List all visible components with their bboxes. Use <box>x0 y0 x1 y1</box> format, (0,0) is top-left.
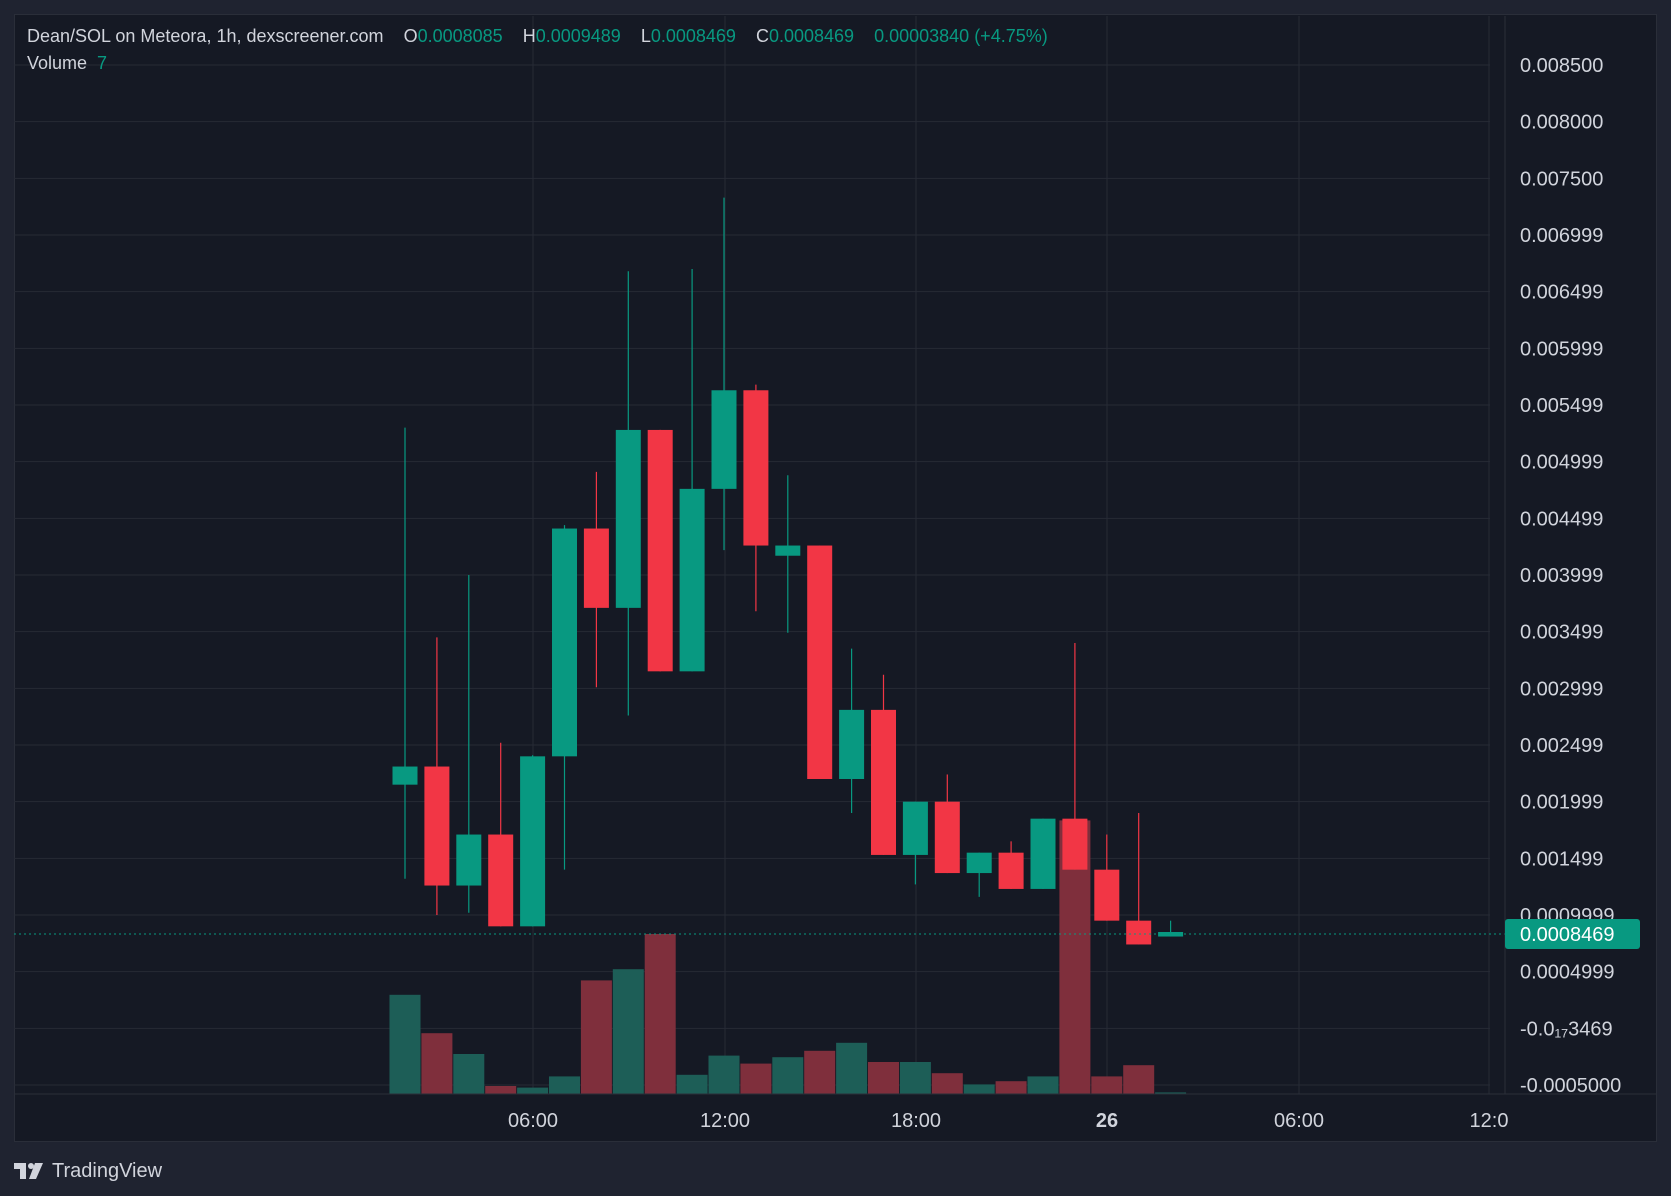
volume-bar <box>995 1081 1027 1094</box>
volume-bar <box>804 1050 836 1094</box>
candle-down[interactable] <box>934 801 960 874</box>
last-price-label: 0.0008469 <box>1520 924 1615 946</box>
x-tick-label: 06:00 <box>1274 1110 1324 1132</box>
candle-down[interactable] <box>647 429 673 672</box>
volume-bar <box>708 1055 740 1094</box>
x-tick-label: 12:00 <box>700 1110 750 1132</box>
volume-bar <box>389 994 421 1094</box>
volume-bar <box>1123 1065 1155 1094</box>
low-value: 0.0008469 <box>650 26 736 46</box>
candle-down[interactable] <box>743 390 769 546</box>
volume-bar <box>485 1086 517 1094</box>
candle-up[interactable] <box>902 801 928 855</box>
high-value: 0.0009489 <box>535 26 621 46</box>
volume-bar <box>963 1084 995 1094</box>
volume-bar <box>453 1054 485 1094</box>
volume-bar <box>836 1042 868 1094</box>
candle-down[interactable] <box>1062 818 1088 870</box>
volume-bar <box>517 1087 549 1094</box>
open-value: 0.0008085 <box>417 26 503 46</box>
candle-down[interactable] <box>871 709 896 855</box>
candle-up[interactable] <box>615 429 641 608</box>
high-label: H <box>522 26 536 46</box>
y-tick-label: 0.003999 <box>1520 565 1603 587</box>
y-tick-label: 0.008500 <box>1520 55 1603 77</box>
y-tick-label: 0.006999 <box>1520 225 1603 247</box>
close-value: 0.0008469 <box>768 26 855 46</box>
volume-bar <box>740 1063 772 1094</box>
candle-down[interactable] <box>488 834 514 927</box>
candle-up[interactable] <box>679 488 705 672</box>
volume-bar <box>644 934 676 1094</box>
candle-down[interactable] <box>583 528 609 608</box>
candle-up[interactable] <box>966 852 992 874</box>
candle-down[interactable] <box>1126 920 1152 945</box>
volume-legend: Volume 7 <box>27 53 107 74</box>
grid-lines <box>14 16 1490 1094</box>
y-tick-label: 0.002499 <box>1520 735 1603 757</box>
tradingview-branding[interactable]: TradingView <box>14 1156 162 1186</box>
volume-bar <box>931 1073 963 1094</box>
volume-bar <box>1091 1076 1123 1094</box>
y-tick-label: 0.003499 <box>1520 622 1603 644</box>
y-tick-label: 0.004999 <box>1520 452 1603 474</box>
volume-bar <box>868 1062 899 1094</box>
y-tick-label: 0.008000 <box>1520 112 1603 134</box>
candle-up[interactable] <box>711 390 737 489</box>
candle-down[interactable] <box>424 766 450 886</box>
candle-up[interactable] <box>839 709 865 779</box>
volume-value: 7 <box>97 53 108 73</box>
legend-header: Dean/SOL on Meteora, 1h, dexscreener.com… <box>27 26 1048 47</box>
y-tick-label: 0.007500 <box>1520 168 1603 190</box>
y-tick-label: 0.0004999 <box>1520 962 1615 984</box>
volume-bar <box>580 980 612 1094</box>
y-tick-label: 0.001499 <box>1520 848 1603 870</box>
candle-up[interactable] <box>775 545 801 556</box>
open-label: O <box>403 26 418 46</box>
volume-bar <box>1027 1076 1059 1094</box>
change-value: 0.00003840 (+4.75%) <box>874 26 1048 46</box>
y-tick-label: 0.002999 <box>1520 678 1603 700</box>
volume-bar <box>612 969 644 1094</box>
candle-up[interactable] <box>456 834 482 886</box>
y-tick-label: 0.005499 <box>1520 395 1603 417</box>
volume-bars <box>389 820 1187 1094</box>
y-tick-label: 0.001999 <box>1520 792 1603 814</box>
symbol-title: Dean/SOL on Meteora, 1h, dexscreener.com <box>27 26 384 46</box>
last-price-tag <box>1505 919 1640 949</box>
close-label: C <box>755 26 769 46</box>
x-tick-label: 12:0 <box>1470 1110 1509 1132</box>
candle-up[interactable] <box>1030 818 1056 889</box>
volume-bar <box>676 1074 708 1094</box>
price-axis[interactable]: 0.008500 0.008000 0.007500 0.006999 0.006499… <box>1504 16 1640 1097</box>
candle-down[interactable] <box>998 852 1024 889</box>
y-tick-label: 0.005999 <box>1520 338 1603 360</box>
low-label: L <box>640 26 651 46</box>
candle-down[interactable] <box>1094 869 1120 921</box>
volume-bar <box>899 1062 931 1094</box>
y-tick-label: 0.004499 <box>1520 508 1603 530</box>
y-tick-label: -0.0₁₇3469 <box>1520 1018 1613 1040</box>
x-tick-label: 18:00 <box>891 1110 941 1132</box>
tradingview-logo-icon <box>14 1163 43 1179</box>
y-tick-label: -0.0005000 <box>1520 1075 1621 1097</box>
candle-up[interactable] <box>552 528 577 757</box>
volume-bar <box>1155 1092 1187 1094</box>
volume-bar <box>772 1057 804 1094</box>
volume-bar <box>421 1033 453 1094</box>
chart-frame <box>14 14 1657 1142</box>
candle-up[interactable] <box>392 766 418 785</box>
tradingview-brand: TradingView <box>52 1159 163 1182</box>
candle-up[interactable] <box>520 756 546 927</box>
candle-down[interactable] <box>807 545 833 779</box>
volume-bar <box>549 1076 580 1094</box>
y-tick-label: 0.006499 <box>1520 282 1603 304</box>
candles <box>392 197 1184 945</box>
time-axis[interactable]: 06:00 12:00 18:00 26 06:00 12:0 <box>14 1093 1656 1132</box>
x-tick-label: 26 <box>1096 1110 1118 1132</box>
volume-label: Volume <box>27 53 88 73</box>
x-tick-label: 06:00 <box>508 1110 558 1132</box>
